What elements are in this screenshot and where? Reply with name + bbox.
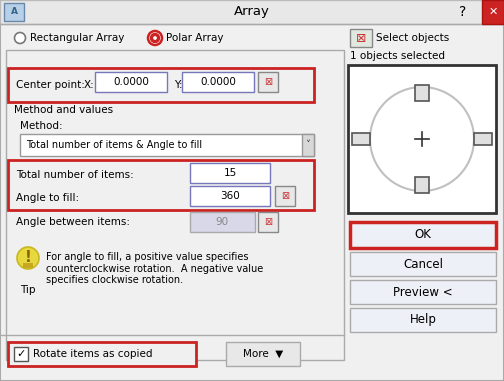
Bar <box>350 29 372 47</box>
Bar <box>182 72 254 92</box>
Bar <box>4 3 24 21</box>
Text: Method and values: Method and values <box>14 105 113 115</box>
Text: Array: Array <box>234 5 270 19</box>
Circle shape <box>151 34 159 43</box>
Bar <box>415 177 429 193</box>
Circle shape <box>154 37 157 40</box>
Text: ⊠: ⊠ <box>264 77 272 87</box>
Bar <box>23 263 33 268</box>
Text: ?: ? <box>459 5 467 19</box>
Text: Center point:: Center point: <box>16 80 85 90</box>
Bar <box>350 280 496 304</box>
Text: Angle between items:: Angle between items: <box>16 217 130 227</box>
Text: 0.0000: 0.0000 <box>200 77 236 87</box>
Bar <box>348 65 496 213</box>
Bar <box>258 212 278 232</box>
Circle shape <box>148 31 162 45</box>
Bar <box>0 0 504 24</box>
Bar <box>6 50 344 360</box>
Bar <box>350 222 496 248</box>
Text: ✓: ✓ <box>16 349 26 359</box>
Text: Select objects: Select objects <box>376 33 449 43</box>
Text: 360: 360 <box>220 191 240 201</box>
Text: ⊠: ⊠ <box>281 191 289 201</box>
Text: Tip: Tip <box>20 285 35 295</box>
Text: 15: 15 <box>223 168 236 178</box>
Text: Total number of items & Angle to fill: Total number of items & Angle to fill <box>26 140 202 150</box>
Text: A: A <box>11 8 18 16</box>
Text: Help: Help <box>410 314 436 327</box>
Text: ✕: ✕ <box>488 7 497 17</box>
Bar <box>482 0 504 24</box>
Text: OK: OK <box>415 229 431 242</box>
Bar <box>20 134 314 156</box>
Text: Polar Array: Polar Array <box>166 33 223 43</box>
Circle shape <box>17 247 39 269</box>
Text: Y:: Y: <box>174 80 182 90</box>
Text: ˅: ˅ <box>305 140 310 150</box>
Text: 90: 90 <box>215 217 228 227</box>
Text: ⊠: ⊠ <box>264 217 272 227</box>
Text: Total number of items:: Total number of items: <box>16 170 134 180</box>
Bar <box>350 308 496 332</box>
Bar <box>8 342 196 366</box>
Text: Method:: Method: <box>20 121 62 131</box>
Text: Rectangular Array: Rectangular Array <box>30 33 124 43</box>
Text: 1 objects selected: 1 objects selected <box>350 51 445 61</box>
Text: Preview <: Preview < <box>393 285 453 298</box>
Bar <box>350 252 496 276</box>
Bar <box>14 347 28 361</box>
Bar <box>474 133 492 145</box>
Bar <box>8 160 314 210</box>
Bar <box>190 163 270 183</box>
Text: 0.0000: 0.0000 <box>113 77 149 87</box>
Bar <box>8 68 314 102</box>
Bar <box>352 133 370 145</box>
Text: !: ! <box>25 250 31 264</box>
Text: More  ▼: More ▼ <box>243 349 283 359</box>
Text: For angle to fill, a positive value specifies
counterclockwise rotation.  A nega: For angle to fill, a positive value spec… <box>46 252 263 285</box>
Bar <box>190 186 270 206</box>
Text: Angle to fill:: Angle to fill: <box>16 193 79 203</box>
Bar <box>415 85 429 101</box>
Bar <box>95 72 167 92</box>
Bar <box>258 72 278 92</box>
Bar <box>275 186 295 206</box>
Text: ⊠: ⊠ <box>356 32 366 45</box>
Bar <box>190 212 255 232</box>
Text: Cancel: Cancel <box>403 258 443 271</box>
Bar <box>302 134 314 156</box>
Bar <box>226 342 300 366</box>
Circle shape <box>15 32 26 43</box>
Text: Rotate items as copied: Rotate items as copied <box>33 349 153 359</box>
Text: X:: X: <box>84 80 95 90</box>
